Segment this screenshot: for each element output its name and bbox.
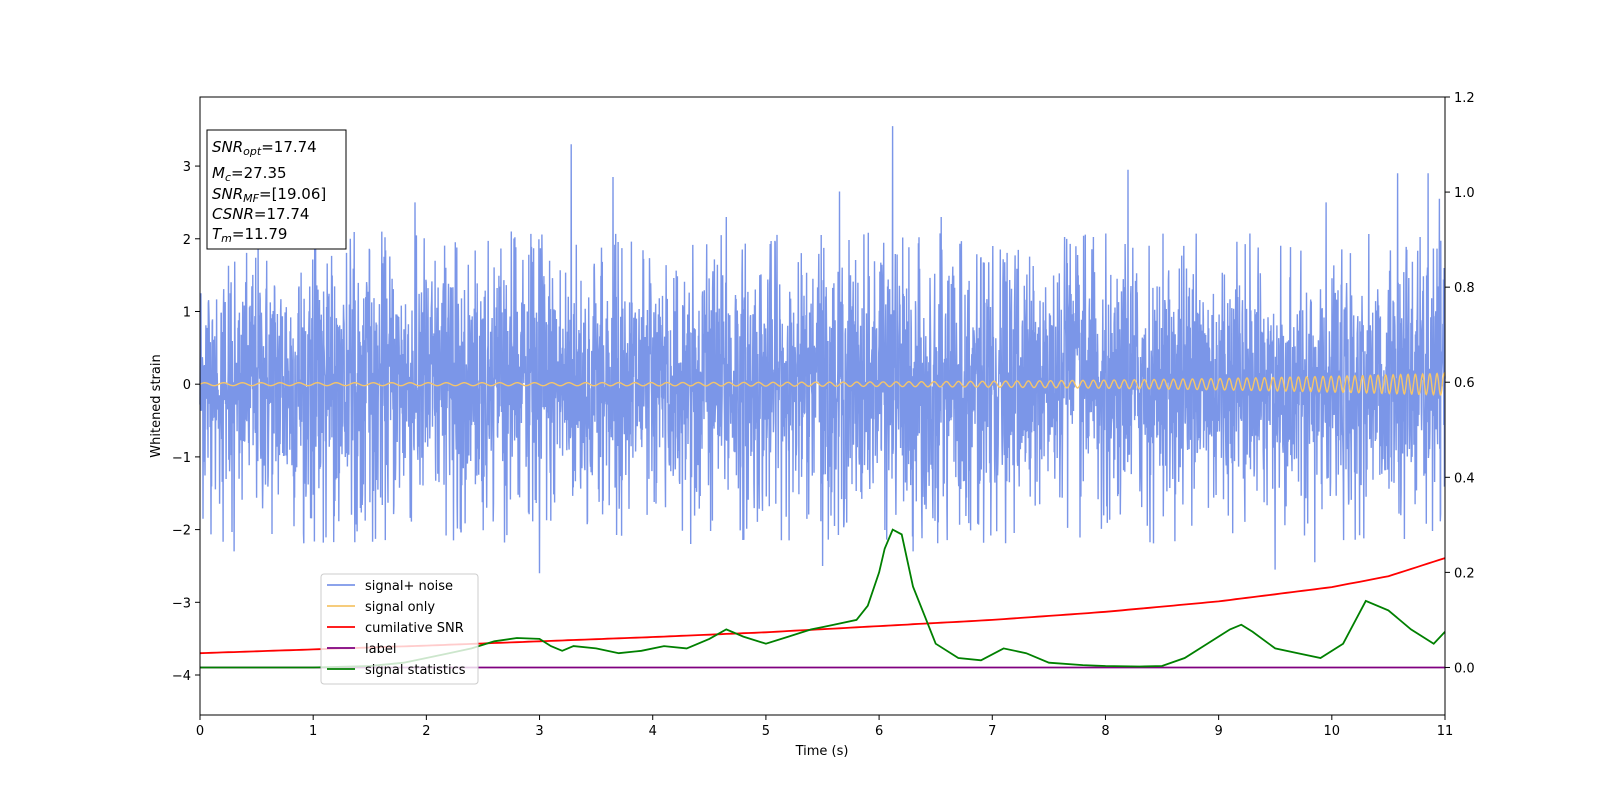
x-axis-label: Time (s) xyxy=(795,744,849,759)
info-csnr: CSNR=17.74 xyxy=(212,205,309,223)
x-tick-label: 11 xyxy=(1437,724,1454,739)
x-tick-label: 4 xyxy=(649,724,657,739)
info-tm: Tm=11.79 xyxy=(212,225,287,245)
series-signal-only xyxy=(199,371,1446,397)
info-box: SNRopt=17.74 Mc=27.35 SNRMF=[19.06] CSNR… xyxy=(206,129,347,250)
y2-tick-label: 0.0 xyxy=(1454,661,1475,676)
signal-trace xyxy=(199,371,1446,397)
y2-tick-label: 0.4 xyxy=(1454,471,1475,486)
y-tick-label: −1 xyxy=(172,451,191,466)
x-tick-label: 5 xyxy=(762,724,770,739)
x-axis: 0 1 2 3 4 5 6 7 8 9 10 11 xyxy=(196,715,1453,739)
x-tick-label: 9 xyxy=(1214,724,1222,739)
x-tick-label: 6 xyxy=(875,724,883,739)
y-axis-right: 0.0 0.2 0.4 0.6 0.8 1.0 1.2 xyxy=(1445,91,1475,676)
x-tick-label: 0 xyxy=(196,724,204,739)
y2-tick-label: 1.2 xyxy=(1454,91,1475,106)
y-tick-label: 2 xyxy=(183,233,191,248)
legend-label: cumilative SNR xyxy=(365,621,464,636)
noise-trace xyxy=(199,126,1446,574)
y-tick-label: 1 xyxy=(183,305,191,320)
y-tick-label: 3 xyxy=(183,160,191,175)
y2-tick-label: 0.6 xyxy=(1454,376,1475,391)
y-tick-label: −4 xyxy=(172,669,191,684)
x-tick-label: 10 xyxy=(1324,724,1341,739)
x-tick-label: 3 xyxy=(535,724,543,739)
legend-label: signal+ noise xyxy=(365,579,453,594)
info-snr-mf: SNRMF=[19.06] xyxy=(212,185,326,205)
series-signal-statistics xyxy=(200,528,1446,669)
plot-frame xyxy=(199,96,1446,716)
info-mc: Mc=27.35 xyxy=(212,164,287,184)
info-snr-opt: SNRopt=17.74 xyxy=(212,138,317,158)
x-tick-label: 7 xyxy=(988,724,996,739)
x-tick-label: 2 xyxy=(422,724,430,739)
legend: signal+ noise signal only cumilative SNR la… xyxy=(320,573,479,685)
x-tick-label: 8 xyxy=(1101,724,1109,739)
x-tick-label: 1 xyxy=(309,724,317,739)
y-axis-label: Whitened strain xyxy=(149,354,164,457)
y-tick-label: 0 xyxy=(183,378,191,393)
legend-label: signal statistics xyxy=(365,663,466,678)
y-axis-left: 3 2 1 0 −1 −2 −3 −4 xyxy=(172,160,200,684)
series-signal-noise xyxy=(199,126,1446,574)
signal-statistics-line xyxy=(200,528,1446,669)
y-tick-label: −3 xyxy=(172,596,191,611)
legend-label: label xyxy=(365,642,396,657)
y2-tick-label: 1.0 xyxy=(1454,186,1475,201)
y2-tick-label: 0.2 xyxy=(1454,566,1475,581)
y-tick-label: −2 xyxy=(172,524,191,539)
legend-label: signal only xyxy=(365,600,435,615)
y2-tick-label: 0.8 xyxy=(1454,281,1475,296)
